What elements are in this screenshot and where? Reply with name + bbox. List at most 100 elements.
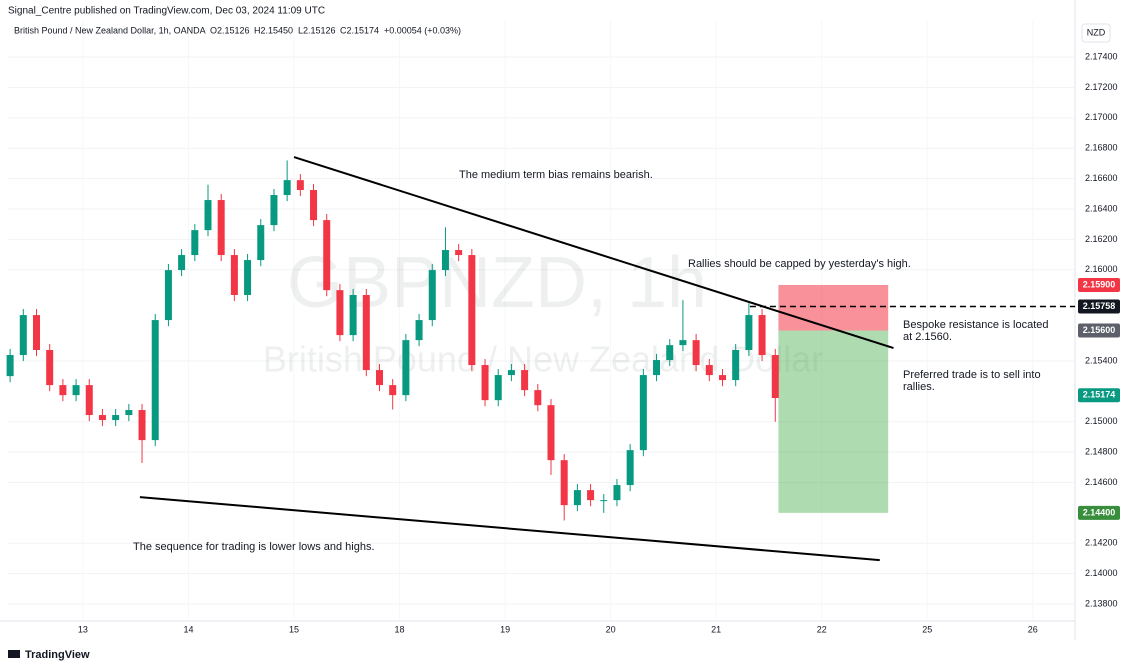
candle-body [283, 180, 291, 196]
annotation: Preferred trade is to sell into [903, 369, 1041, 381]
price-badge-label: 2.15174 [1083, 390, 1116, 400]
y-tick-label: 2.13800 [1085, 598, 1118, 608]
y-tick-label: 2.15000 [1085, 416, 1118, 426]
y-tick-label: 2.14200 [1085, 538, 1118, 548]
y-tick-label: 2.17200 [1085, 82, 1118, 92]
y-tick-label: 2.17400 [1085, 51, 1118, 61]
candle-body [336, 290, 344, 336]
candle-body [178, 255, 186, 271]
y-tick-label: 2.14600 [1085, 477, 1118, 487]
y-tick-label: 2.14800 [1085, 446, 1118, 456]
candle-body [534, 390, 542, 406]
candle-body [481, 365, 489, 401]
candle-body [428, 270, 436, 321]
candle-body [666, 345, 674, 361]
candle-body [217, 200, 225, 256]
y-tick-label: 2.15400 [1085, 355, 1118, 365]
price-badge-label: 2.14400 [1083, 507, 1116, 517]
stop-zone [778, 284, 889, 331]
candle-body [323, 220, 331, 291]
candle-body [626, 450, 634, 486]
y-tick-label: 2.16400 [1085, 203, 1118, 213]
candle-body [745, 315, 753, 351]
candle-body [547, 405, 555, 461]
price-badge [1078, 323, 1120, 338]
annotation: The medium term bias remains bearish. [459, 169, 653, 181]
candle-body [415, 320, 423, 341]
candle-body [191, 230, 199, 256]
ohlc-change: +0.00054 (+0.03%) [384, 25, 461, 35]
price-badge-label: 2.15600 [1083, 325, 1116, 335]
candle-body [679, 340, 687, 346]
candle-body [402, 340, 410, 396]
candle-body [507, 370, 515, 376]
trendline [139, 496, 880, 562]
candle-body [6, 355, 14, 377]
y-tick-label: 2.16000 [1085, 264, 1118, 274]
candle-body [455, 250, 463, 256]
annotation: rallies. [903, 381, 935, 393]
x-tick-label: 15 [289, 624, 299, 634]
annotation: The sequence for trading is lower lows a… [133, 541, 375, 553]
y-tick-label: 2.14000 [1085, 568, 1118, 578]
x-tick-label: 21 [711, 624, 721, 634]
candle-body [164, 270, 172, 321]
price-badge [1078, 277, 1120, 292]
publisher: Signal_Centre published on TradingView.c… [8, 6, 325, 17]
candle-body [692, 340, 700, 366]
ohlc-close: C2.15174 [340, 25, 379, 35]
candle-body [573, 490, 581, 506]
plot [6, 156, 1075, 562]
x-tick-label: 25 [922, 624, 932, 634]
candle-body [375, 370, 383, 386]
watermark-description: British Pound / New Zealand Dollar [263, 339, 823, 380]
candle-body [19, 315, 27, 356]
candle-body [85, 385, 93, 416]
annotation: Bespoke resistance is located [903, 319, 1049, 331]
candle-body [204, 200, 212, 231]
ohlc-low: L2.15126 [298, 25, 336, 35]
candle-body [521, 370, 529, 391]
target-zone [778, 330, 889, 513]
ohlc-open: O2.15126 [210, 25, 250, 35]
candle-body [732, 350, 740, 381]
candle-body [758, 315, 766, 356]
x-tick-label: 22 [817, 624, 827, 634]
currency: NZD [1087, 27, 1106, 37]
price-badge-label: 2.15900 [1083, 279, 1116, 289]
candle-body [138, 410, 146, 441]
footer-logo [8, 650, 20, 658]
price-badge [1078, 505, 1120, 520]
candle-body [125, 410, 133, 416]
candle-body [362, 295, 370, 371]
candle-body [468, 255, 476, 366]
currency-box[interactable] [1081, 23, 1111, 43]
candle-body [151, 320, 159, 441]
trendline [293, 156, 894, 349]
candle-body [59, 385, 67, 396]
annotation: Rallies should be capped by yesterday's … [688, 258, 911, 270]
x-tick-label: 14 [183, 624, 193, 634]
y-tick-label: 2.16200 [1085, 234, 1118, 244]
price-badge [1078, 388, 1120, 403]
candle-body [441, 250, 449, 271]
candle-body [98, 415, 106, 421]
candle-body [257, 225, 265, 261]
y-tick-label: 2.16800 [1085, 143, 1118, 153]
symbol-info: British Pound / New Zealand Dollar, 1h, … [14, 25, 206, 35]
candle-body [718, 375, 726, 381]
candle-body [389, 385, 397, 396]
x-tick-label: 26 [1028, 624, 1038, 634]
candle-body [639, 375, 647, 451]
candle-body [244, 260, 252, 296]
candle-body [230, 255, 238, 296]
price-badge-label: 2.15758 [1083, 301, 1116, 311]
candle-body [494, 375, 502, 401]
candle-body [653, 360, 661, 376]
candle-body [72, 385, 80, 396]
candle-body [560, 460, 568, 506]
candle-body [112, 415, 120, 421]
x-tick-label: 18 [395, 624, 405, 634]
